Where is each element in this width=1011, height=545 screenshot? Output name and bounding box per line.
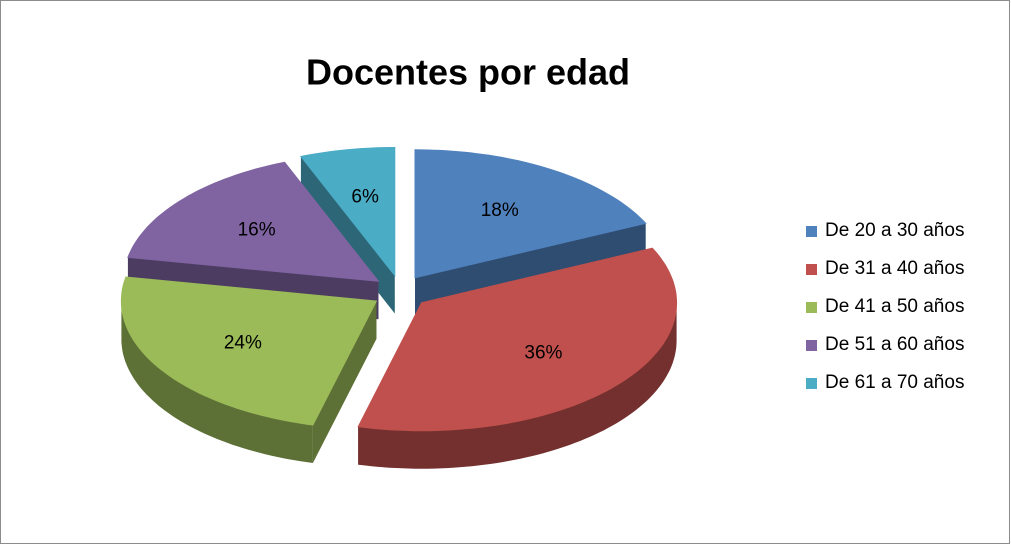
slice-top <box>120 276 378 426</box>
legend-swatch <box>806 340 817 351</box>
legend-swatch <box>806 226 817 237</box>
legend-swatch <box>806 378 817 389</box>
slice-wall <box>358 302 677 469</box>
legend-swatch <box>806 264 817 275</box>
legend-label: De 51 a 60 años <box>825 334 964 355</box>
data-label: 24% <box>224 333 262 354</box>
slice-top <box>127 161 380 282</box>
slice-wall <box>121 301 313 463</box>
legend-label: De 31 a 40 años <box>825 258 964 279</box>
slice-top <box>414 149 647 279</box>
data-label: 36% <box>524 342 562 363</box>
data-label: 16% <box>238 220 276 241</box>
slice <box>357 247 678 469</box>
slice <box>120 276 378 463</box>
legend-label: De 61 a 70 años <box>825 372 964 393</box>
slice-top <box>357 247 678 432</box>
data-label: 18% <box>481 200 519 221</box>
data-label: 6% <box>351 187 379 208</box>
slice-top <box>300 147 396 277</box>
legend-label: De 41 a 50 años <box>825 296 964 317</box>
legend-label: De 20 a 30 años <box>825 220 964 241</box>
chart-title: Docentes por edad <box>306 52 630 93</box>
slice-side <box>312 301 377 463</box>
legend-swatch <box>806 302 817 313</box>
